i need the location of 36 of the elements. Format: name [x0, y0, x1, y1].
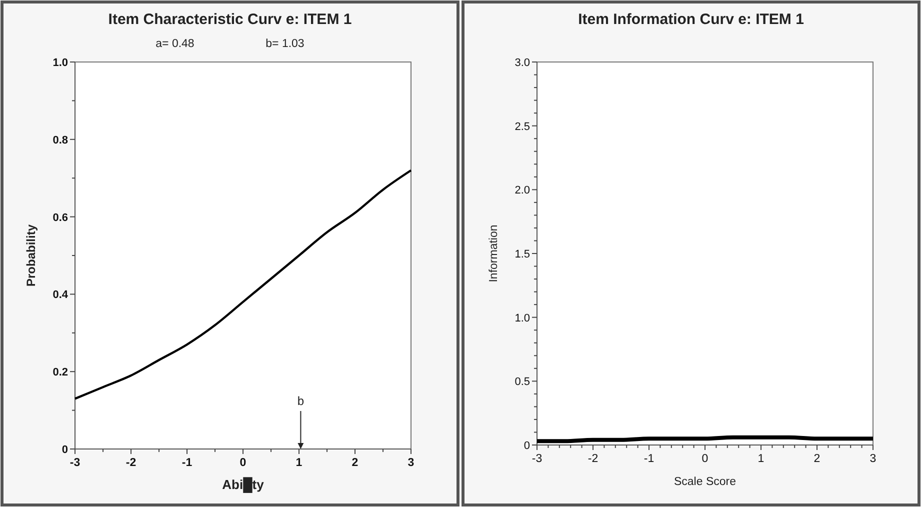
y-tick-label: 1.0: [514, 312, 530, 324]
x-tick-label: 2: [814, 453, 820, 465]
y-tick-label: 2.5: [514, 120, 530, 133]
x-tick-label: 3: [870, 453, 876, 465]
text: a= 0.48: [156, 38, 194, 50]
y-axis-title: Information: [488, 224, 500, 282]
x-tick-label: 0: [240, 457, 246, 469]
chart-title: Item Information Curv e: ITEM 1: [578, 11, 804, 28]
y-axis-title: Probability: [24, 224, 38, 287]
y-tick-label: 0.5: [514, 376, 530, 388]
y-tick-label: 1.5: [514, 248, 530, 260]
x-tick-label: 1: [758, 453, 764, 465]
y-tick-label: 2.0: [514, 184, 530, 197]
x-axis-title: Scale Score: [674, 476, 736, 488]
y-tick-label: 0: [524, 440, 530, 452]
x-tick-label: 1: [296, 457, 303, 469]
y-tick-label: 3.0: [514, 57, 530, 69]
chart-title: Item Characteristic Curv e: ITEM 1: [108, 11, 352, 28]
ref-line-label: b: [297, 394, 304, 408]
x-tick-label: -2: [126, 457, 136, 469]
y-tick-label: 0.8: [52, 134, 68, 146]
y-tick-label: 0.6: [52, 212, 68, 224]
x-axis-title: Abi█ty: [222, 477, 265, 493]
x-tick-label: 2: [352, 457, 358, 469]
y-tick-label: 0: [62, 444, 68, 456]
y-tick-label: 0.4: [52, 289, 69, 302]
x-tick-label: -3: [70, 457, 80, 469]
x-tick-label: -1: [182, 457, 193, 469]
x-tick-label: -1: [644, 453, 654, 465]
x-tick-label: -2: [588, 453, 598, 465]
y-tick-label: 0.2: [52, 366, 68, 379]
x-tick-label: -3: [532, 453, 542, 465]
x-tick-label: 3: [408, 457, 414, 469]
text: b= 1.03: [266, 38, 304, 50]
y-tick-label: 1.0: [52, 57, 68, 69]
x-tick-label: 0: [702, 453, 708, 465]
